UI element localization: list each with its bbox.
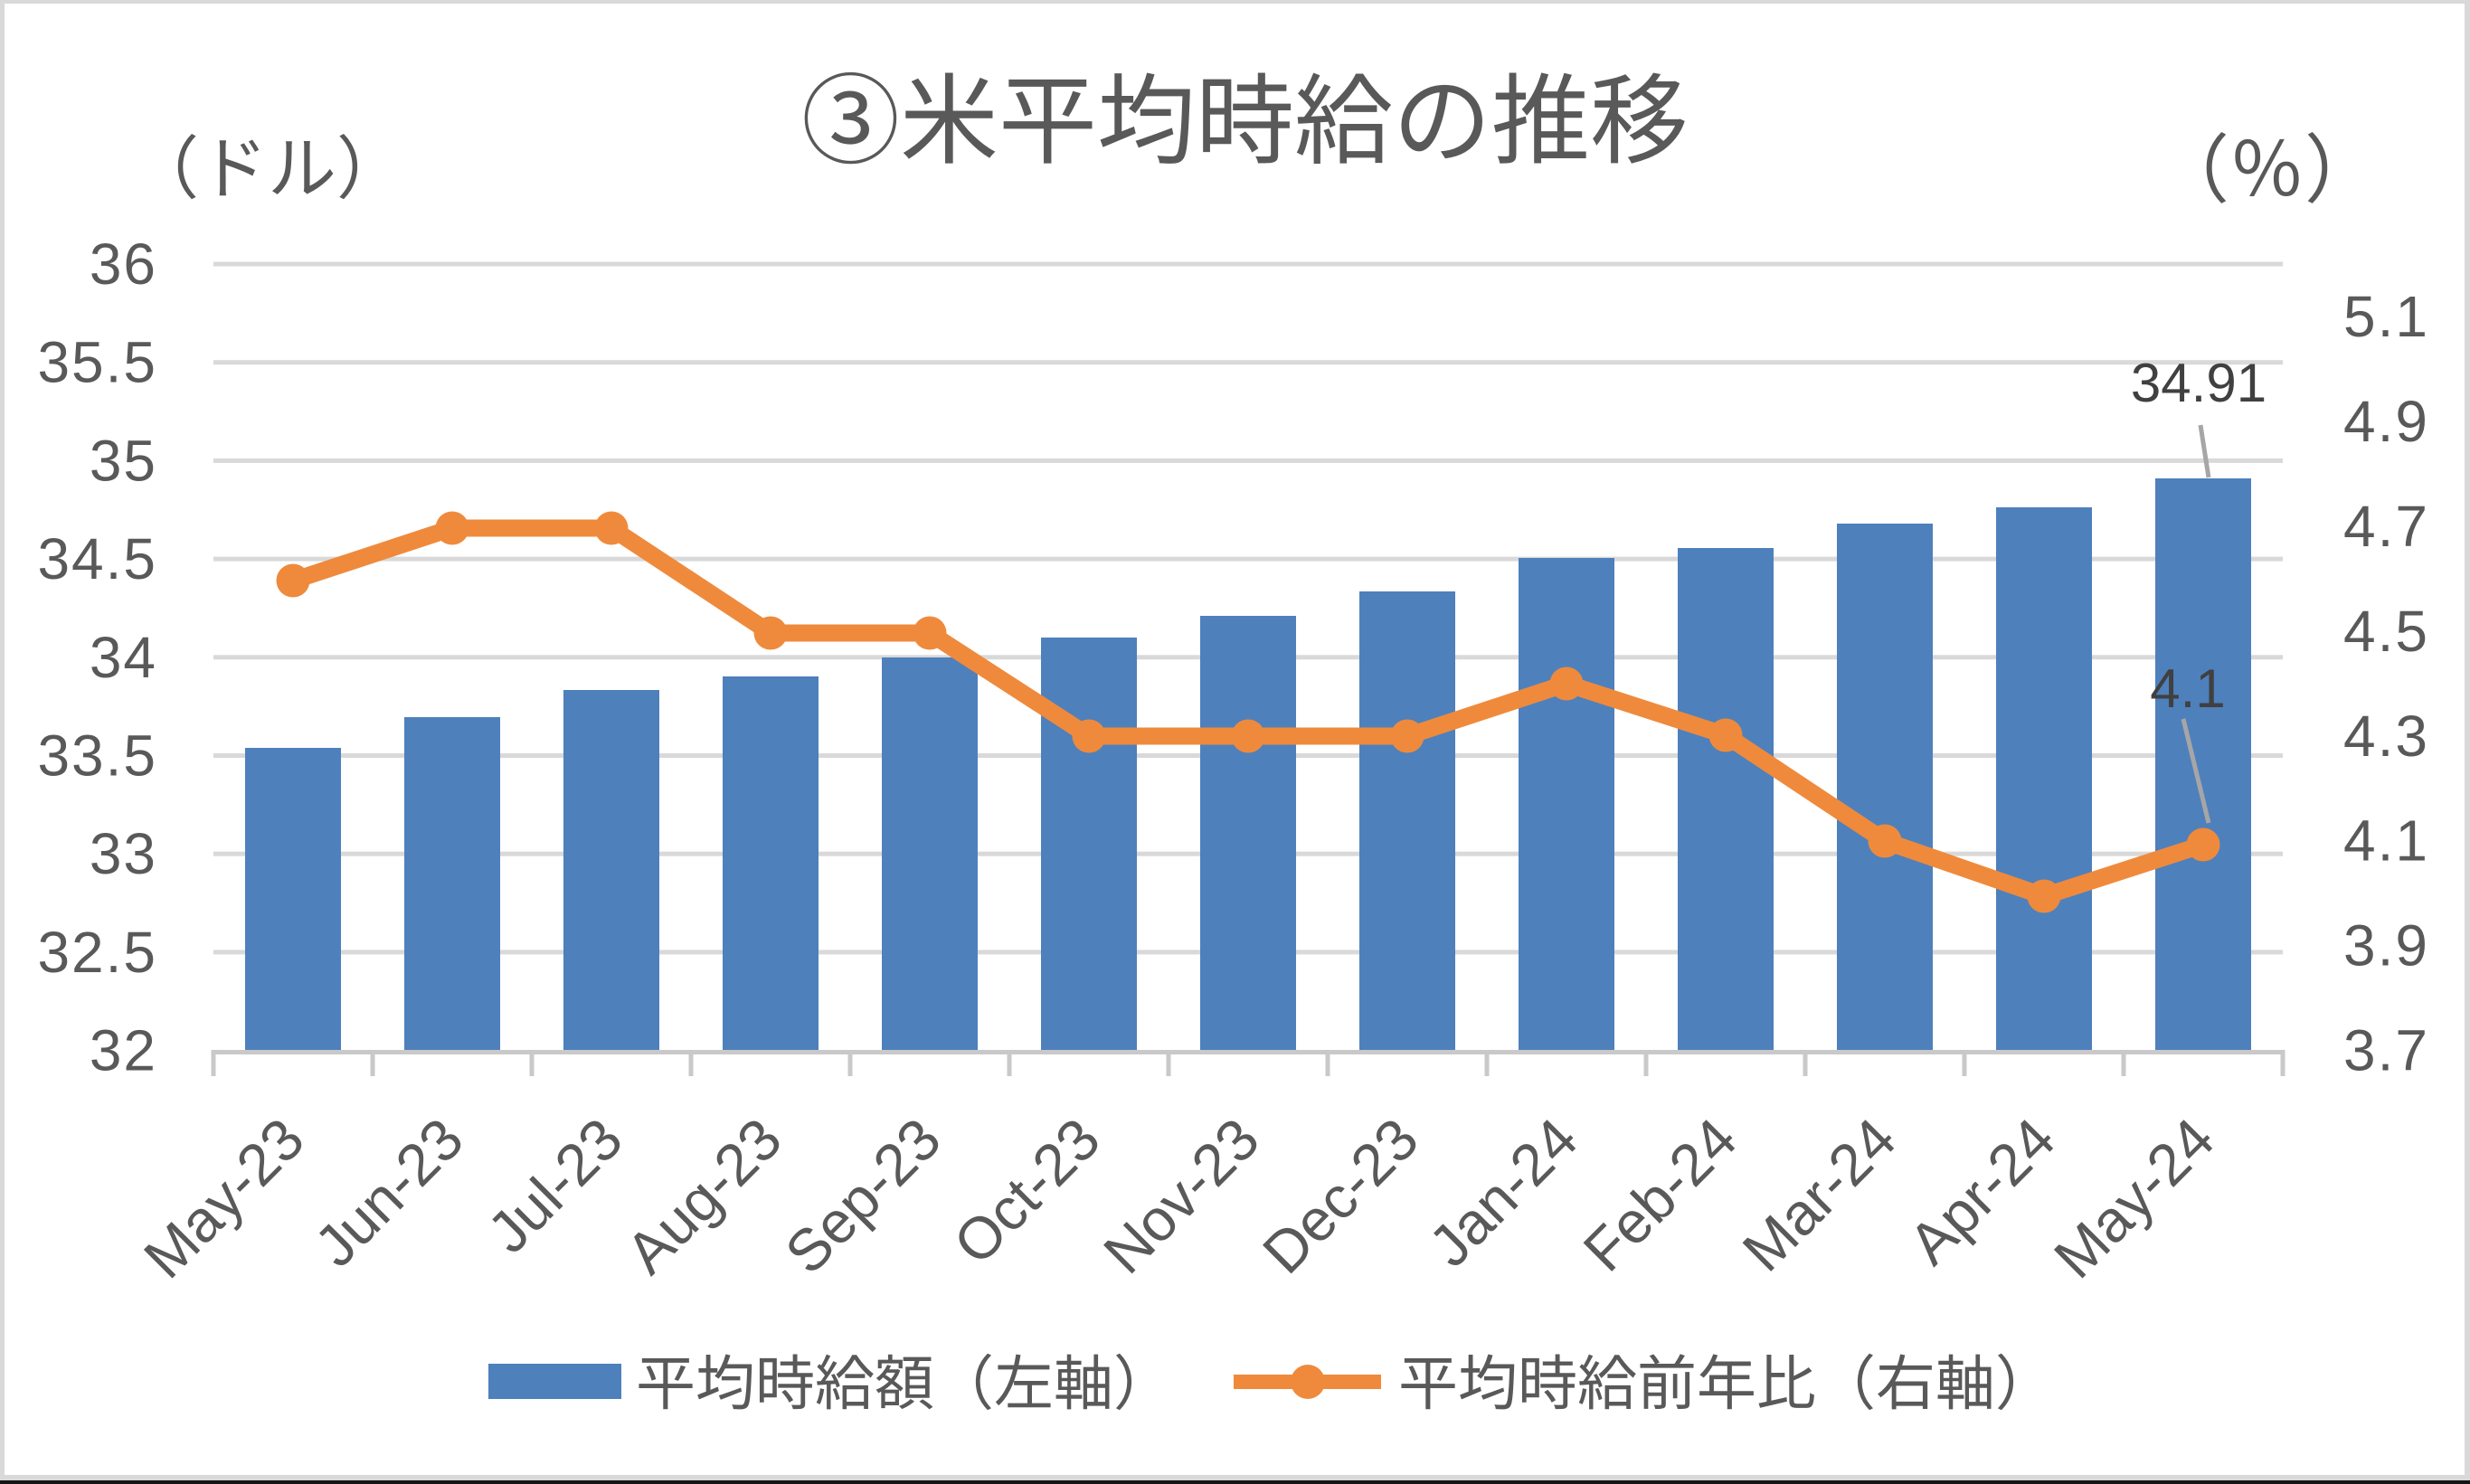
svg-text:34: 34 <box>90 625 157 690</box>
svg-text:5.1: 5.1 <box>2343 284 2429 349</box>
svg-text:4.1: 4.1 <box>2343 808 2429 874</box>
svg-text:34.5: 34.5 <box>37 526 157 591</box>
svg-text:34.91: 34.91 <box>2131 353 2267 413</box>
svg-text:35.5: 35.5 <box>37 330 157 395</box>
svg-text:33.5: 33.5 <box>37 723 157 789</box>
svg-text:4.9: 4.9 <box>2343 389 2429 454</box>
svg-text:32.5: 32.5 <box>37 920 157 985</box>
svg-text:32: 32 <box>90 1018 157 1083</box>
svg-text:4.1: 4.1 <box>2150 658 2225 719</box>
svg-text:4.5: 4.5 <box>2343 599 2429 664</box>
svg-text:33: 33 <box>90 821 157 886</box>
svg-text:3.9: 3.9 <box>2343 913 2429 978</box>
svg-text:3.7: 3.7 <box>2343 1018 2429 1083</box>
svg-text:35: 35 <box>90 428 157 493</box>
svg-text:4.3: 4.3 <box>2343 704 2429 769</box>
svg-text:4.7: 4.7 <box>2343 494 2429 559</box>
svg-text:36: 36 <box>90 232 157 297</box>
